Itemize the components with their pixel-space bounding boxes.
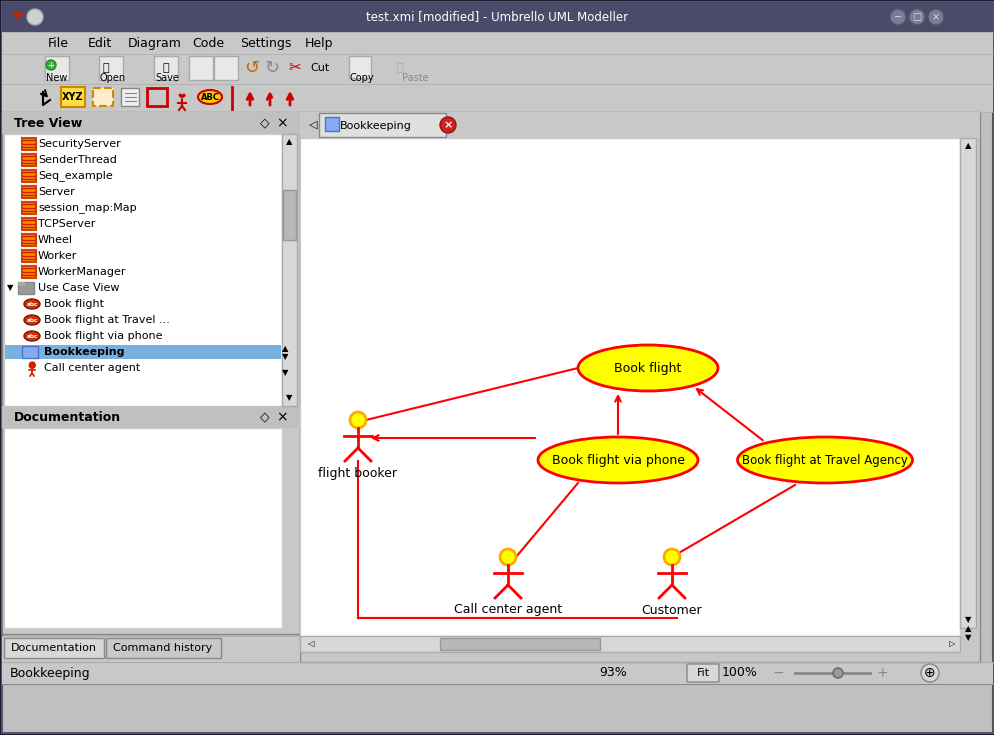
Text: WorkerManager: WorkerManager [38,267,126,277]
Text: ▼: ▼ [964,634,970,642]
Text: abc: abc [27,301,38,306]
Circle shape [46,60,56,70]
Text: ◇: ◇ [259,117,269,129]
Text: ▼: ▼ [281,368,288,378]
Text: Settings: Settings [240,37,291,49]
Text: Open: Open [100,73,126,83]
Text: ▼: ▼ [285,393,292,403]
FancyBboxPatch shape [61,87,84,107]
Text: Server: Server [38,187,75,197]
FancyBboxPatch shape [154,56,178,80]
Text: Worker: Worker [38,251,78,261]
Text: ×: × [276,410,287,424]
FancyBboxPatch shape [300,112,979,138]
Text: Cut: Cut [310,63,329,73]
FancyBboxPatch shape [45,56,69,80]
Text: XYZ: XYZ [62,92,83,102]
FancyBboxPatch shape [22,138,36,150]
Text: Use Case View: Use Case View [38,283,119,293]
Circle shape [663,549,679,565]
Circle shape [350,412,366,428]
Text: ▲: ▲ [964,625,970,634]
Text: 100%: 100% [722,667,757,679]
FancyBboxPatch shape [439,638,599,650]
Text: ◁: ◁ [308,120,317,130]
Circle shape [27,9,43,25]
FancyBboxPatch shape [98,56,123,80]
FancyBboxPatch shape [281,134,296,406]
Text: SecurityServer: SecurityServer [38,139,120,149]
Text: Bookkeeping: Bookkeeping [44,347,124,357]
FancyBboxPatch shape [300,138,959,636]
Text: ▼: ▼ [964,615,970,625]
FancyBboxPatch shape [2,32,992,54]
Text: test.xmi [modified] - Umbrello UML Modeller: test.xmi [modified] - Umbrello UML Model… [366,10,627,24]
Text: Help: Help [305,37,333,49]
Text: Edit: Edit [87,37,112,49]
FancyBboxPatch shape [18,282,34,294]
FancyBboxPatch shape [349,56,371,78]
Text: ×: × [276,116,287,130]
Text: Seq_example: Seq_example [38,171,112,182]
FancyBboxPatch shape [2,662,992,684]
Text: Call center agent: Call center agent [44,363,140,373]
Text: Fit: Fit [696,668,709,678]
FancyBboxPatch shape [189,56,213,80]
FancyBboxPatch shape [686,664,719,682]
Text: abc: abc [27,334,38,339]
Text: ↻: ↻ [264,59,279,77]
Circle shape [832,668,842,678]
FancyBboxPatch shape [282,190,295,240]
Text: Diagram: Diagram [128,37,182,49]
Text: 💾: 💾 [163,63,169,73]
FancyBboxPatch shape [300,112,979,662]
FancyBboxPatch shape [2,406,300,634]
Text: 📋: 📋 [397,63,403,73]
FancyBboxPatch shape [300,636,959,652]
Text: ▷: ▷ [948,639,954,648]
Ellipse shape [737,437,911,483]
FancyBboxPatch shape [2,636,300,662]
Text: Book flight: Book flight [613,362,681,375]
Circle shape [920,664,938,682]
Text: ↺: ↺ [245,59,259,77]
Ellipse shape [24,299,40,309]
FancyBboxPatch shape [106,638,221,658]
FancyBboxPatch shape [319,113,445,137]
Circle shape [927,9,943,25]
Circle shape [439,117,455,133]
Circle shape [889,9,906,25]
Text: session_map:Map: session_map:Map [38,203,136,213]
FancyBboxPatch shape [4,428,281,628]
Text: Call center agent: Call center agent [453,603,562,617]
Ellipse shape [24,315,40,325]
FancyBboxPatch shape [92,88,113,106]
Text: SenderThread: SenderThread [38,155,116,165]
Text: Documentation: Documentation [14,411,121,423]
Text: TCPServer: TCPServer [38,219,95,229]
FancyBboxPatch shape [4,134,281,406]
Text: File: File [48,37,69,49]
FancyBboxPatch shape [2,2,992,32]
Text: +: + [876,666,887,680]
FancyBboxPatch shape [2,84,992,112]
Text: ▲: ▲ [964,142,970,151]
Text: □: □ [911,12,920,22]
Ellipse shape [24,331,40,341]
Text: ×: × [931,12,939,22]
FancyBboxPatch shape [214,56,238,80]
FancyBboxPatch shape [2,406,300,428]
FancyBboxPatch shape [22,250,36,262]
Ellipse shape [578,345,718,391]
Text: Save: Save [155,73,179,83]
FancyBboxPatch shape [2,112,300,134]
Text: Code: Code [192,37,224,49]
Ellipse shape [538,437,698,483]
Text: 93%: 93% [598,667,626,679]
Text: Bookkeeping: Bookkeeping [10,667,90,679]
Text: Documentation: Documentation [11,643,96,653]
FancyBboxPatch shape [325,117,339,131]
Text: Tree View: Tree View [14,117,83,129]
FancyBboxPatch shape [18,282,25,286]
